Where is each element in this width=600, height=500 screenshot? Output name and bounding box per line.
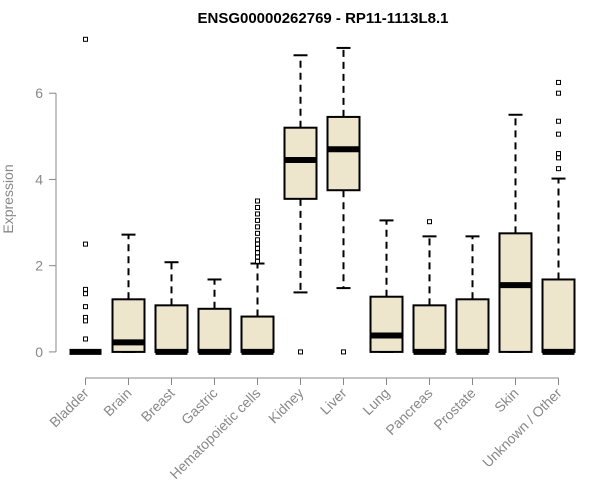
box bbox=[326, 115, 361, 192]
outlier-point bbox=[83, 286, 88, 292]
box-group bbox=[240, 198, 275, 355]
outlier-point bbox=[556, 79, 561, 85]
box bbox=[412, 304, 447, 353]
box bbox=[197, 307, 232, 353]
outlier-point bbox=[255, 204, 260, 210]
outlier-point bbox=[255, 258, 260, 264]
outlier-point bbox=[255, 241, 260, 247]
x-tick-label: Brain bbox=[100, 385, 134, 419]
outlier-point bbox=[255, 237, 260, 243]
outlier-point bbox=[255, 198, 260, 204]
outlier-point bbox=[556, 155, 561, 161]
boxes-group bbox=[69, 36, 576, 355]
outlier-point bbox=[556, 166, 561, 172]
outlier-point bbox=[556, 151, 561, 157]
x-tick-label: Bladder bbox=[46, 385, 92, 431]
outlier-point bbox=[83, 318, 88, 324]
box-group bbox=[283, 54, 318, 355]
box-group bbox=[541, 79, 576, 355]
outlier-point bbox=[83, 291, 88, 297]
box-group bbox=[412, 219, 447, 355]
outlier-point bbox=[83, 304, 88, 310]
y-axis-label: Expression bbox=[0, 164, 16, 233]
outlier-point bbox=[255, 211, 260, 217]
box bbox=[455, 298, 490, 353]
outlier-point bbox=[341, 349, 346, 355]
x-tick-label: Breast bbox=[138, 385, 178, 425]
outlier-point bbox=[298, 349, 303, 355]
box bbox=[154, 304, 189, 353]
outlier-point bbox=[556, 90, 561, 96]
x-tick-label: Pancreas bbox=[382, 385, 435, 438]
box bbox=[283, 126, 318, 200]
x-tick-label: Lung bbox=[359, 385, 392, 418]
box-group bbox=[69, 36, 102, 355]
box-group bbox=[111, 233, 146, 353]
x-tick-label: Kidney bbox=[265, 385, 307, 427]
outlier-point bbox=[255, 230, 260, 236]
box bbox=[369, 295, 404, 353]
box-group bbox=[197, 278, 232, 355]
x-tick-label: Prostate bbox=[430, 385, 478, 433]
y-tick-label: 6 bbox=[35, 85, 43, 101]
x-tick-label: Skin bbox=[491, 385, 522, 416]
outlier-point bbox=[255, 245, 260, 251]
y-tick-label: 4 bbox=[35, 171, 43, 187]
box-group bbox=[498, 113, 533, 353]
box bbox=[541, 278, 576, 353]
box-group bbox=[455, 235, 490, 355]
box-group bbox=[154, 261, 189, 355]
outlier-point bbox=[255, 254, 260, 260]
chart-title: ENSG00000262769 - RP11-1113L8.1 bbox=[197, 10, 448, 27]
outlier-point bbox=[83, 36, 88, 42]
box-group bbox=[369, 219, 404, 353]
outlier-point bbox=[255, 217, 260, 223]
box bbox=[240, 315, 275, 353]
outlier-point bbox=[255, 224, 260, 230]
outlier-point bbox=[255, 250, 260, 256]
outlier-point bbox=[556, 131, 561, 137]
x-tick-label: Liver bbox=[317, 385, 350, 418]
box bbox=[498, 232, 533, 353]
outlier-point bbox=[556, 118, 561, 124]
y-tick-label: 2 bbox=[35, 258, 43, 274]
x-tick-label: Unknown / Other bbox=[479, 385, 565, 471]
outlier-point bbox=[83, 336, 88, 342]
y-axis: 0 2 4 6 bbox=[35, 85, 57, 360]
y-tick-label: 0 bbox=[35, 344, 43, 360]
x-tick-label: Gastric bbox=[178, 385, 221, 428]
box-group bbox=[326, 46, 361, 355]
outlier-point bbox=[427, 219, 432, 225]
outlier-point bbox=[83, 241, 88, 247]
